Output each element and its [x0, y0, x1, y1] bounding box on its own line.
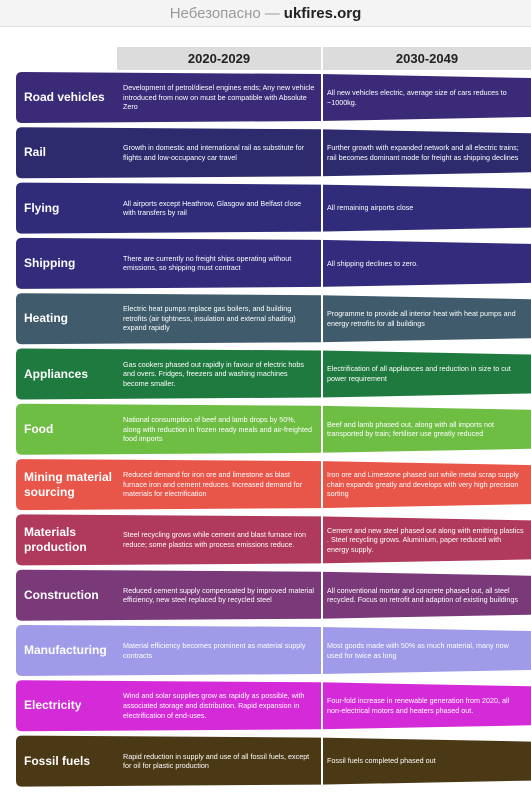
sector-label: Fossil fuels: [24, 753, 91, 768]
cell-2030-2049: All remaining airports close: [327, 203, 414, 213]
row-construction: Construction Reduced cement supply compen…: [0, 570, 531, 621]
cell-2020-2029: Rapid reduction in supply and use of all…: [123, 751, 310, 771]
band-mining-material-sourcing: [16, 459, 531, 511]
security-label: Небезопасно: [169, 4, 261, 22]
cell-2020-2029: All airports except Heathrow, Glasgow an…: [123, 198, 302, 218]
band-construction: [16, 569, 531, 621]
sector-label: Shipping: [24, 255, 76, 270]
band-shipping: [16, 237, 531, 289]
cell-2030-2049: Four-fold increase in renewable generati…: [327, 696, 510, 715]
band-divider: [321, 570, 323, 620]
band-appliances: [16, 348, 531, 400]
cell-2020-2029: Growth in domestic and international rai…: [123, 143, 304, 162]
row-mining-material-sourcing: Mining material sourcing Reduced demand f…: [0, 459, 531, 510]
band-fossil-fuels: [16, 735, 531, 787]
cell-2020-2029: National consumption of beef and lamb dr…: [123, 414, 312, 444]
sector-label: Electricity: [24, 698, 82, 713]
cell-2030-2049: All new vehicles electric, average size …: [327, 87, 507, 107]
cell-2020-2029: Gas cookers phased out rapidly in favour…: [123, 359, 304, 388]
cell-2030-2049: All shipping declines to zero.: [327, 258, 419, 268]
sector-label: Flying: [24, 200, 60, 215]
domain-label: ukfires.org: [283, 4, 362, 22]
sector-label: Rail: [24, 145, 47, 160]
band-divider: [321, 294, 323, 344]
band-food: [16, 403, 531, 455]
band-heating: [16, 293, 531, 345]
band-divider: [321, 736, 323, 786]
band-rail: [16, 127, 531, 179]
cell-2030-2049: Programme to provide all interior heat w…: [327, 309, 516, 328]
band-electricity: [16, 680, 531, 732]
row-flying: Flying All airports except Heathrow, Glas…: [0, 183, 531, 234]
sector-label: Mining material sourcing: [24, 469, 113, 499]
row-materials-production: Materials production Steel recycling grow…: [0, 514, 531, 565]
band-divider: [321, 73, 323, 122]
cell-2030-2049: Further growth with expanded network and…: [327, 143, 519, 162]
cell-2020-2029: Material efficiency becomes prominent as…: [123, 640, 306, 660]
band-divider: [321, 404, 323, 454]
cell-2030-2049: Fossil fuels completed phased out: [327, 756, 436, 766]
browser-address-bar[interactable]: Небезопасно — ukfires.org: [0, 0, 531, 27]
band-divider: [321, 128, 323, 178]
cell-2020-2029: Reduced cement supply compensated by imp…: [123, 585, 314, 605]
band-divider: [321, 460, 323, 510]
row-appliances: Appliances Gas cookers phased out rapidly…: [0, 349, 531, 400]
cell-2020-2029: Steel recycling grows while cement and b…: [123, 530, 306, 549]
row-food: Food National consumption of beef and lam…: [0, 404, 531, 455]
cell-2030-2049: Electrification of all appliances and re…: [327, 364, 511, 383]
sector-label: Road vehicles: [24, 90, 105, 104]
band-divider: [321, 681, 323, 731]
cell-2020-2029: Development of petrol/diesel engines end…: [123, 83, 315, 112]
row-electricity: Electricity Wind and solar supplies grow …: [0, 680, 531, 731]
band-divider: [321, 626, 323, 675]
cell-2020-2029: Electric heat pumps replace gas boilers,…: [123, 304, 296, 333]
cell-2030-2049: Cement and new steel phased out along wi…: [327, 525, 524, 554]
cell-2020-2029: Reduced demand for iron ore and limeston…: [123, 470, 302, 499]
band-flying: [16, 182, 531, 234]
sector-label: Heating: [24, 311, 69, 326]
band-divider: [321, 183, 323, 233]
row-fossil-fuels: Fossil fuels Rapid reduction in supply an…: [0, 736, 531, 787]
sector-label: Food: [24, 421, 54, 436]
band-road-vehicles: [16, 72, 531, 123]
cell-2030-2049: All conventional mortar and concrete pha…: [327, 585, 518, 605]
band-manufacturing: [16, 625, 531, 676]
column-header-2020-2029: 2020-2029: [117, 47, 321, 70]
row-manufacturing: Manufacturing Material efficiency becomes…: [0, 625, 531, 676]
sector-label: Construction: [24, 587, 99, 602]
sector-label: Appliances: [24, 366, 89, 381]
cell-2020-2029: There are currently no freight ships ope…: [123, 253, 292, 273]
column-header-2030-2049: 2030-2049: [323, 47, 531, 70]
cell-2030-2049: Most goods made with 50% as much materia…: [327, 640, 509, 660]
sector-label: Manufacturing: [24, 643, 107, 657]
row-heating: Heating Electric heat pumps replace gas b…: [0, 293, 531, 344]
address-separator: —: [264, 4, 280, 22]
band-divider: [321, 515, 323, 565]
cell-2020-2029: Wind and solar supplies grow as rapidly …: [123, 691, 305, 720]
row-rail: Rail Growth in domestic and international…: [0, 127, 531, 178]
row-shipping: Shipping There are currently no freight s…: [0, 238, 531, 289]
band-divider: [321, 349, 323, 399]
band-divider: [321, 238, 323, 288]
cell-2030-2049: Beef and lamb phased out, along with all…: [327, 419, 495, 439]
cell-2030-2049: Iron ore and Limestone phased out while …: [327, 470, 519, 499]
row-road-vehicles: Road vehicles Development of petrol/diese…: [0, 72, 531, 123]
band-materials-production: [16, 514, 531, 566]
sector-label: Materials production: [24, 524, 87, 554]
